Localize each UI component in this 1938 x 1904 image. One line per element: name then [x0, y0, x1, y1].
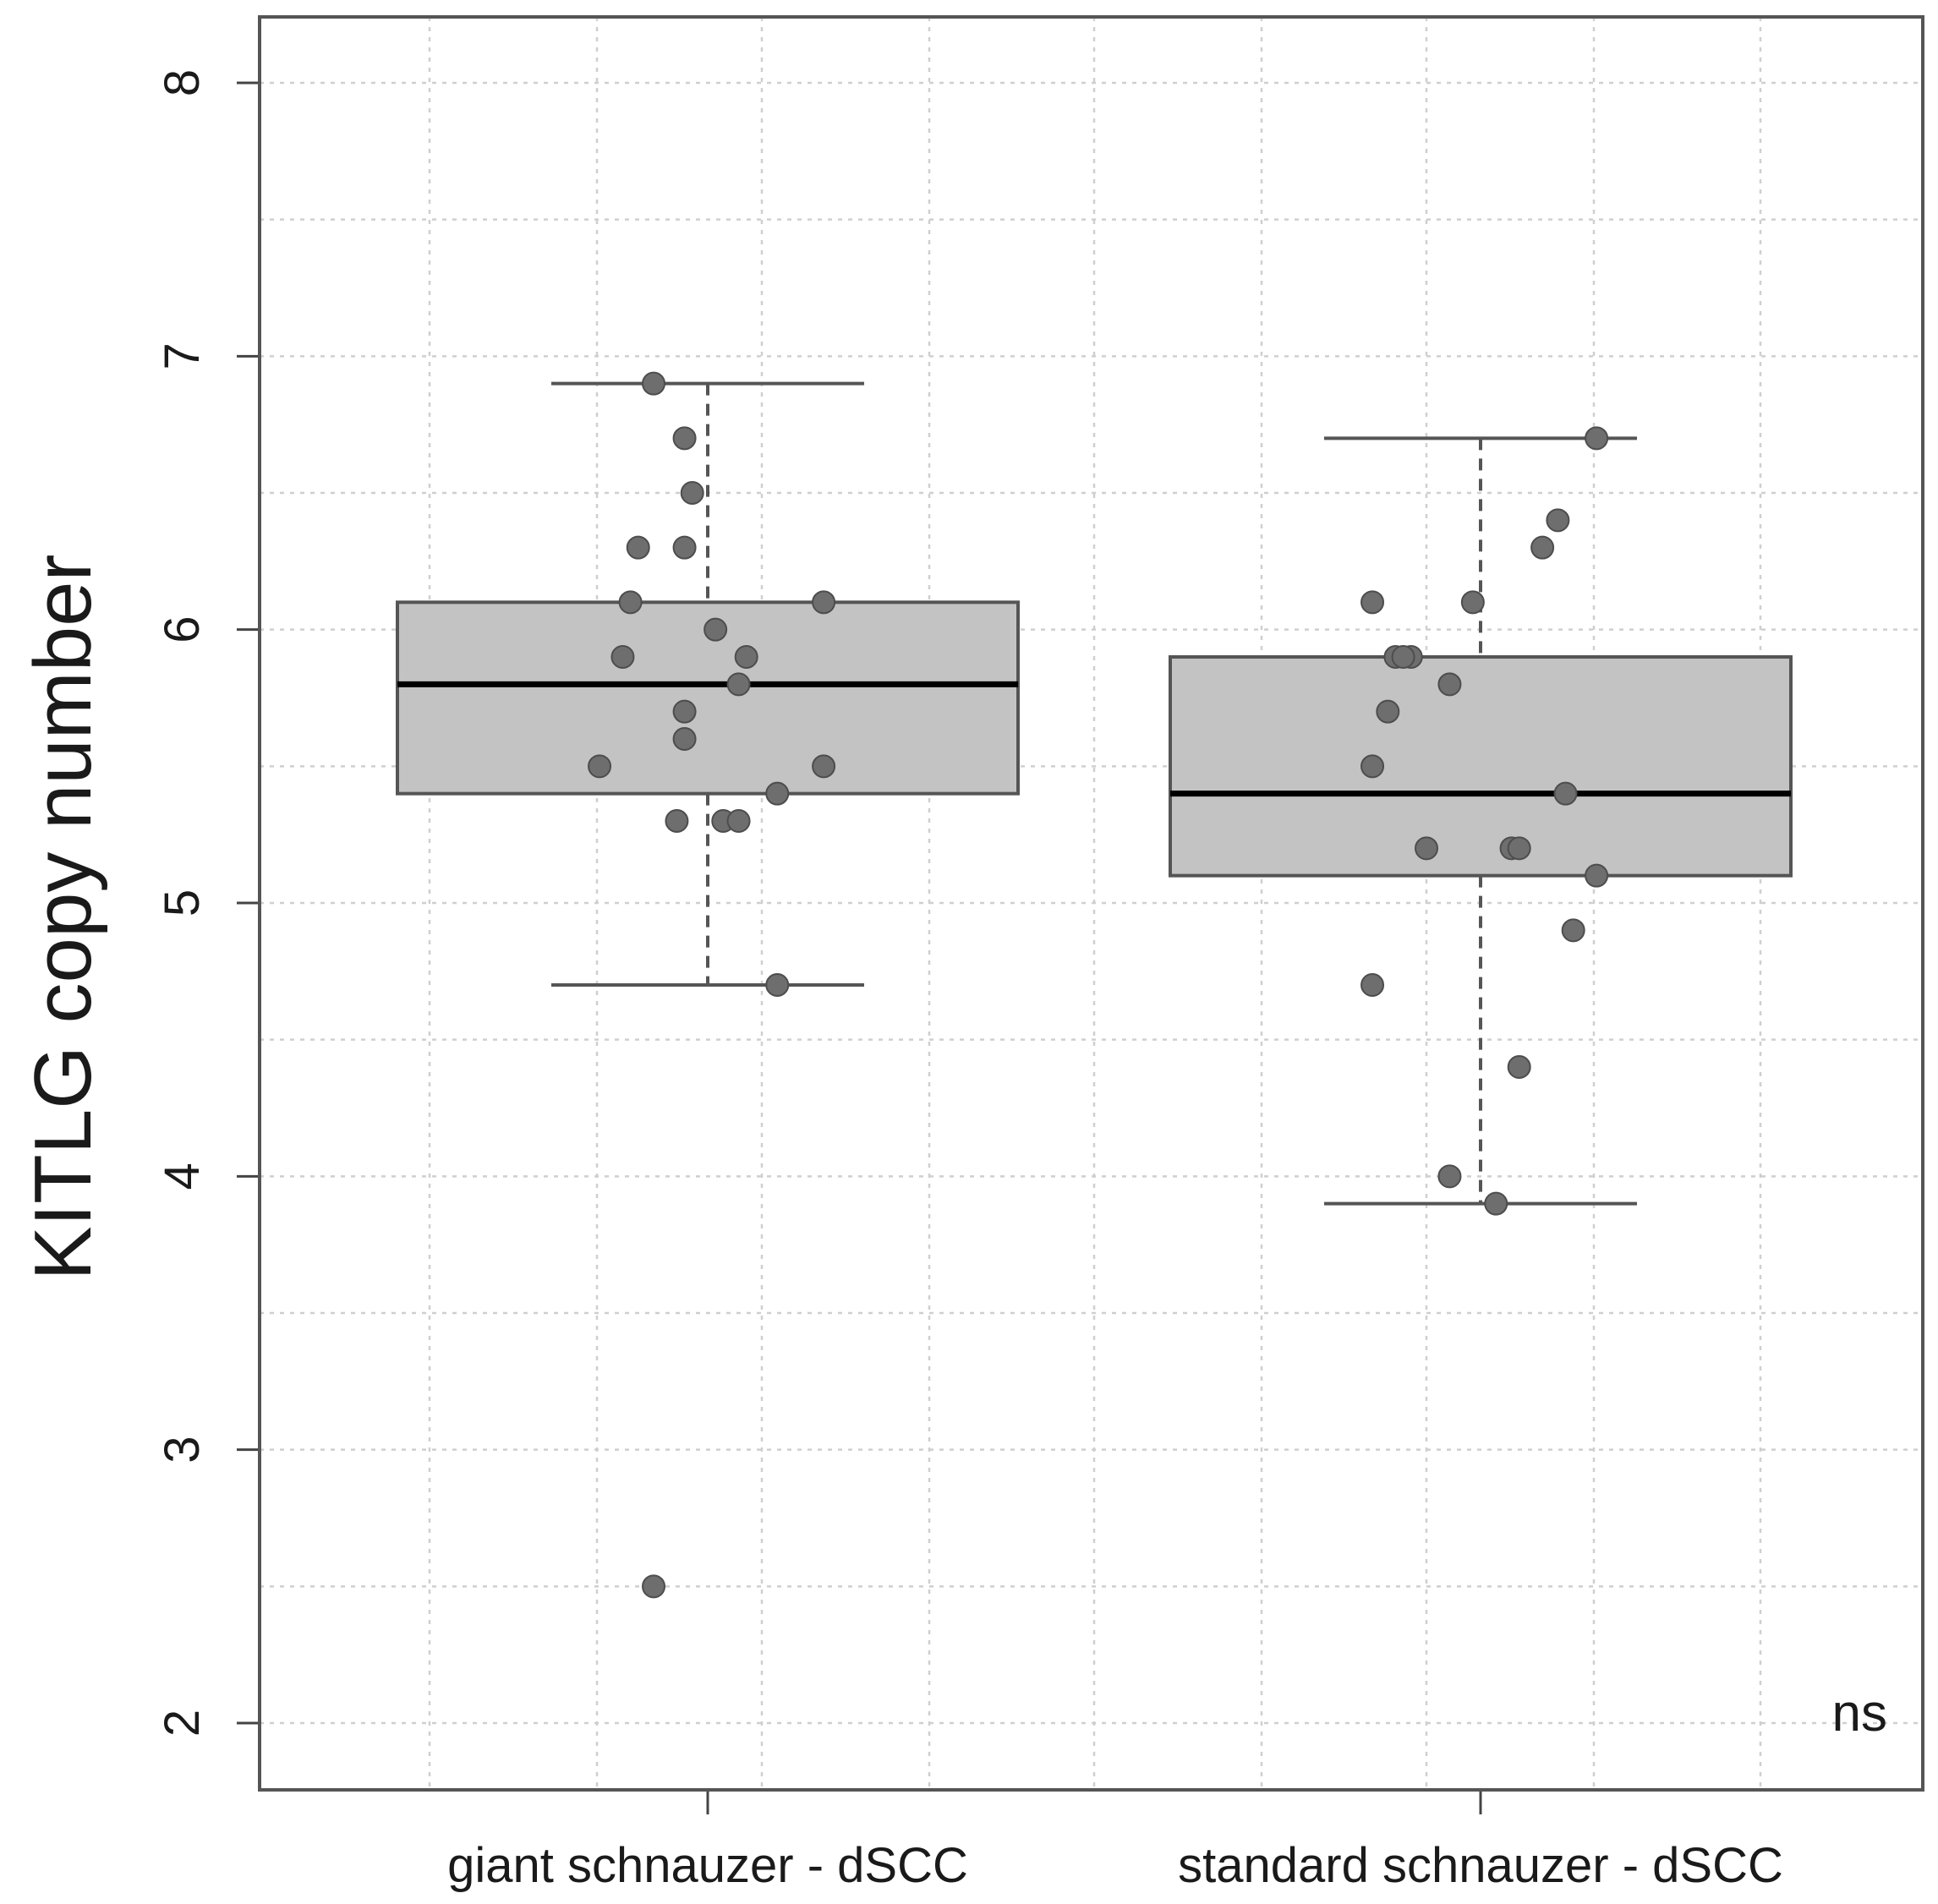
data-point [1585, 426, 1609, 451]
data-point [1546, 508, 1570, 533]
x-category-label: standard schnauzer - dSCC [1178, 1838, 1783, 1893]
data-point [642, 371, 666, 396]
data-point [1437, 672, 1462, 697]
data-point [1460, 590, 1485, 615]
data-point [726, 809, 751, 833]
data-point [765, 781, 790, 806]
data-point [1360, 590, 1385, 615]
data-point [1484, 1191, 1508, 1216]
data-point [1507, 1055, 1531, 1079]
data-point [726, 672, 751, 697]
data-point [680, 481, 704, 505]
data-point [672, 426, 697, 451]
data-point [812, 590, 836, 615]
data-point [812, 754, 836, 779]
data-point [672, 699, 697, 724]
points-layer [588, 371, 1609, 1599]
y-tick-label: 6 [155, 616, 210, 643]
plot-frame [258, 15, 1924, 1792]
data-point [672, 535, 697, 560]
data-point [1507, 836, 1531, 861]
data-point [588, 754, 612, 779]
y-tick-label: 2 [155, 1710, 210, 1737]
data-point [1561, 918, 1585, 943]
data-point [765, 973, 790, 997]
data-point [642, 1574, 666, 1599]
y-tick-label: 3 [155, 1436, 210, 1464]
data-point [626, 535, 650, 560]
grid-layer [260, 17, 1923, 1790]
y-axis-label: KITLG copy number [18, 554, 108, 1280]
data-point [1437, 1164, 1462, 1189]
x-category-label: giant schnauzer - dSCC [447, 1838, 968, 1893]
data-point [1391, 645, 1415, 669]
data-point [1376, 699, 1400, 724]
data-point [703, 617, 728, 642]
data-point [1360, 754, 1385, 779]
y-tick-label: 4 [155, 1163, 210, 1190]
data-point [1530, 535, 1555, 560]
y-tick-label: 7 [155, 342, 210, 369]
data-point [734, 645, 758, 669]
data-point [1415, 836, 1439, 861]
box-group [396, 381, 1020, 987]
data-point [618, 590, 643, 615]
data-point [672, 727, 697, 751]
y-tick-label: 5 [155, 889, 210, 916]
iqr-box [1169, 655, 1793, 878]
data-point [610, 645, 635, 669]
y-axis: 2 3 4 5 6 7 8 [155, 69, 260, 1737]
significance-annotation: ns [1832, 1684, 1887, 1743]
box-group [1169, 436, 1793, 1206]
data-point [1585, 863, 1609, 888]
y-tick-label: 8 [155, 69, 210, 96]
data-point [1553, 781, 1578, 806]
data-point [1360, 973, 1385, 997]
x-axis: giant schnauzer - dSCC standard schnauzer… [447, 1790, 1783, 1893]
data-point [665, 809, 689, 833]
